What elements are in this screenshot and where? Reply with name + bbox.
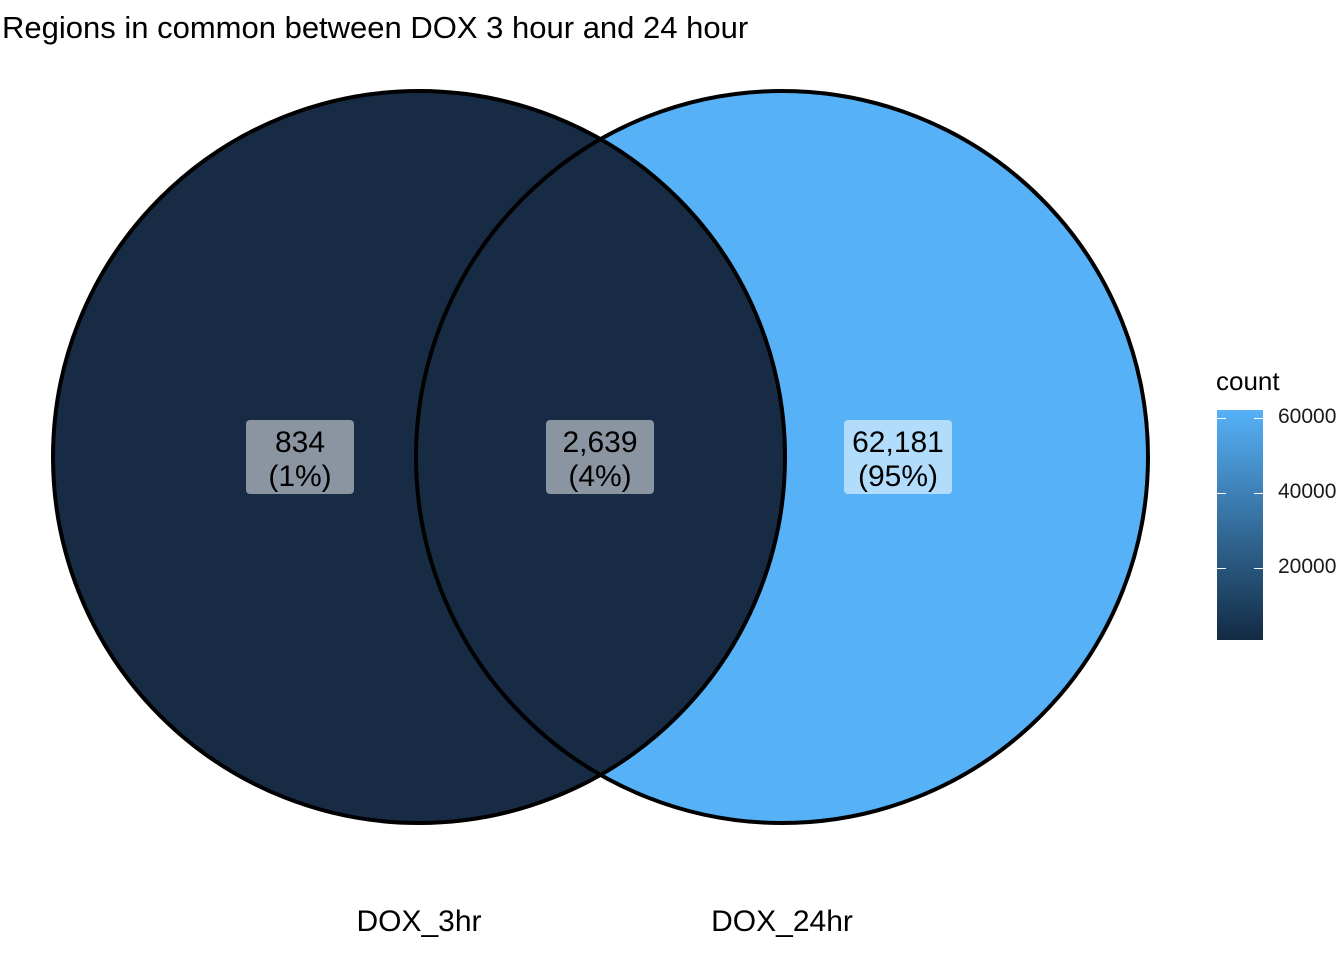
region-percent: (4%) — [568, 460, 631, 493]
set-outline-dox-24hr — [414, 89, 1150, 825]
legend-tick-mark — [1254, 568, 1263, 570]
legend-tick-mark — [1217, 493, 1226, 495]
set-outline-dox-3hr — [51, 89, 787, 825]
region-count: 2,639 — [562, 426, 637, 459]
chart-title: Regions in common between DOX 3 hour and… — [2, 10, 749, 45]
legend-tick-mark — [1217, 418, 1226, 420]
region-count: 62,181 — [852, 426, 944, 459]
legend-tick-label: 20000 — [1278, 555, 1337, 579]
region-label-box — [844, 420, 952, 494]
legend-tick-label: 40000 — [1278, 480, 1337, 504]
legend-tick-mark — [1217, 568, 1226, 570]
region-label-only-24hr: 62,181(95%) — [844, 420, 952, 494]
legend-tick-mark — [1254, 493, 1263, 495]
set-label-dox-3hr: DOX_3hr — [356, 905, 481, 938]
region-percent: (1%) — [268, 460, 331, 493]
region-label-only-3hr: 834(1%) — [246, 420, 354, 494]
region-label-box — [546, 420, 654, 494]
region-count: 834 — [275, 426, 325, 459]
set-label-dox-24hr: DOX_24hr — [711, 905, 853, 938]
legend-tick-mark — [1254, 418, 1263, 420]
region-percent: (95%) — [858, 460, 938, 493]
legend-colorbar — [1217, 410, 1263, 640]
region-label-box — [246, 420, 354, 494]
legend-tick-label: 60000 — [1278, 405, 1337, 429]
region-intersection — [416, 91, 785, 823]
legend-title: count — [1216, 366, 1280, 396]
region-label-both: 2,639(4%) — [546, 420, 654, 494]
